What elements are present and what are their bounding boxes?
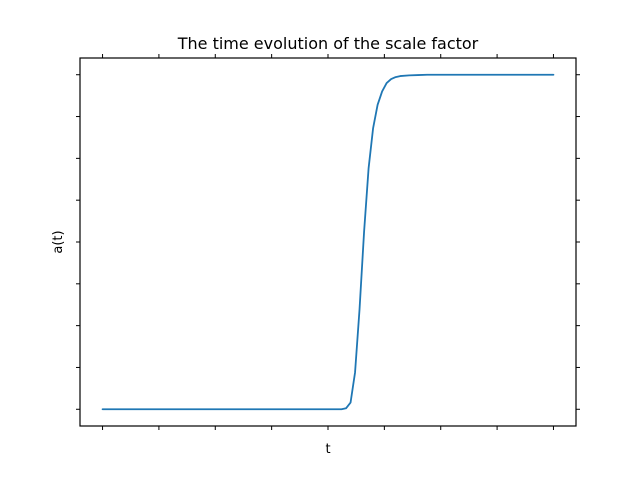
- chart-title: The time evolution of the scale factor: [177, 34, 479, 53]
- y-axis-label: a(t): [51, 230, 66, 253]
- ticks-layer: [76, 54, 580, 430]
- series-line-0: [101, 73, 555, 411]
- series-layer: [101, 73, 555, 411]
- plot-area-frame: [79, 57, 577, 427]
- x-axis-label: t: [325, 442, 330, 457]
